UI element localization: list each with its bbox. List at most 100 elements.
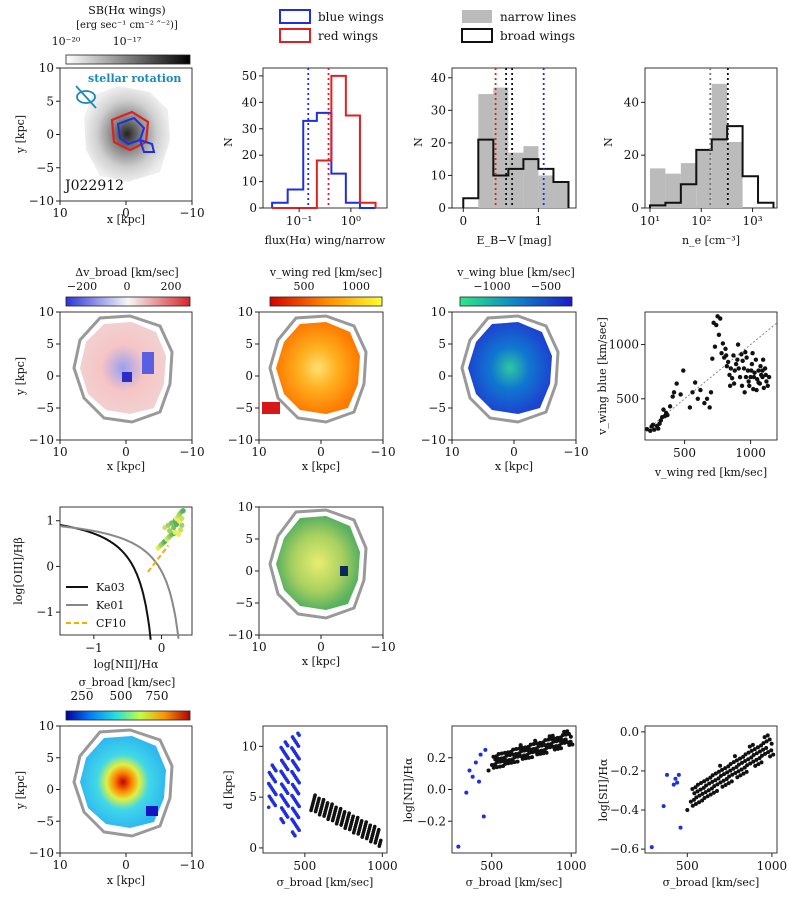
map-dv-contour: [72, 314, 174, 424]
sc-sii-black-48: [725, 770, 730, 775]
map-dv-ytick-4: −10: [29, 433, 54, 447]
colorbar-sigma: σ_broad [km/sec] 250 500 750: [65, 676, 191, 721]
sc-nii-black-35: [513, 751, 518, 756]
sc-sii-black-74: [741, 754, 746, 759]
colorbar-dv-title: Δv_broad [km/sec]: [75, 266, 178, 279]
scatter-v-point-15: [670, 394, 675, 399]
sc-nii-ytick-2: 0.2: [427, 751, 446, 765]
scatter-v-point-25: [702, 400, 707, 406]
scatter-v-point-79: [760, 357, 766, 362]
sc-nii-black-85: [549, 741, 554, 746]
sc-sii-black-66: [734, 765, 739, 770]
scatter-v-point-43: [728, 366, 733, 371]
map-dv-ytick-0: 10: [39, 305, 54, 319]
scatter-v-point-49: [736, 366, 741, 371]
scatter-v-point-1: [648, 428, 653, 433]
bpt-xtick-1: 0: [158, 641, 166, 655]
map-sb-ytick-0: 10: [39, 61, 54, 75]
map-dv-ytick-3: −5: [36, 401, 54, 415]
sc-sii-black-45: [723, 782, 728, 787]
sc-sii-black-26: [708, 792, 713, 797]
sc-sii-blue-3: [671, 782, 676, 787]
sc-sigma-d-black-67: [342, 810, 347, 814]
sc-sigma-d-blue-45: [279, 782, 284, 786]
sc-sii-black-73: [743, 759, 748, 764]
sc-sii-xtick-1: 1000: [757, 859, 788, 873]
sc-sii-black-95: [759, 760, 764, 765]
sc-sigma-d-blue-52: [279, 769, 283, 774]
sc-nii-black-22: [502, 755, 507, 760]
sc-sii-black-46: [721, 778, 726, 783]
hist-ne-marks-narrow-bar-4: [711, 83, 728, 208]
hist-ne-marks-broad-step: [648, 125, 775, 208]
scatter-v-point-47: [733, 361, 739, 367]
colorbar-vblue-bar: [459, 296, 573, 307]
sc-nii-blue-4: [473, 760, 478, 765]
sc-sii-black-0: [685, 808, 690, 813]
sc-sii-black-89: [756, 762, 761, 767]
sc-sii-black-83: [753, 763, 758, 768]
sc-sii-black-37: [716, 769, 721, 774]
scatter-v-point-75: [743, 374, 749, 380]
bpt-ytick-1: 0: [46, 559, 54, 573]
sc-sii-black-82: [747, 744, 752, 749]
scatter-v-point-17: [674, 381, 679, 386]
sc-sii-black-18: [702, 779, 707, 784]
colorbar-vblue: v_wing blue [km/sec] −1000 −500: [456, 266, 575, 307]
sc-nii-black-60: [531, 746, 536, 751]
scatter-v-point-73: [735, 342, 741, 347]
map-sigma-field: [80, 736, 166, 828]
sc-sii-black-96: [757, 756, 762, 761]
sc-sii-marks: −0.6 −0.4 −0.2 0.0 500 1000: [610, 725, 787, 873]
sc-sii-black-104: [764, 745, 769, 750]
sc-sigma-d-blue-39: [279, 793, 283, 797]
sc-sii-black-32: [711, 790, 716, 795]
sc-nii-black-11: [494, 754, 499, 759]
map-dv-xlabel: x [kpc]: [107, 460, 145, 473]
sc-sii-black-93: [755, 745, 760, 750]
colorbar-vblue-tick-2: −500: [531, 280, 561, 293]
colorbar-vred-tick-2: 1000: [342, 280, 370, 293]
sc-sigma-d-black-42: [330, 802, 334, 806]
scatter-v-point-23: [695, 396, 700, 401]
map-sigma-ytick-0: 10: [39, 719, 54, 733]
scatter-v-point-78: [758, 364, 763, 369]
sc-sii-black-51: [726, 781, 731, 786]
sc-sii-black-78: [748, 761, 753, 766]
map-vred-xtick-2: −10: [370, 445, 395, 459]
scatter-v-point-37: [720, 341, 726, 346]
scatter-v-marks: 500 1000 500 1000: [608, 314, 778, 460]
sc-nii-blue-0: [456, 844, 461, 849]
sc-sii-black-55: [726, 764, 731, 769]
scatter-v-point-39: [723, 346, 728, 352]
legend-left: blue wings red wings: [279, 9, 384, 43]
scatter-v-point-35: [718, 316, 723, 321]
hist-ne-marks-narrow-bar-3: [696, 149, 712, 208]
hist-ne-xlabel: n_e [cm⁻³]: [682, 234, 740, 247]
sc-nii-blue-1: [464, 790, 469, 795]
map-sb-ylabel: y [kpc]: [14, 115, 27, 154]
sc-sii-black-92: [757, 749, 762, 754]
sc-nii-ytick-1: 0.0: [427, 783, 446, 797]
scatter-v-point-57: [747, 383, 752, 388]
sc-sii-black-105: [769, 741, 774, 746]
hist-ebv-marks: 0 10 20 30 40 0 1: [431, 68, 570, 228]
sc-sii-black-7: [693, 802, 698, 807]
hist-flux-marks-ytick-4: 40: [242, 95, 257, 109]
scatter-v-point-82: [731, 381, 737, 386]
map-vblue-xtick-2: −10: [563, 445, 588, 459]
sc-sii-black-21: [703, 790, 708, 795]
sc-nii-black-27: [507, 757, 512, 762]
sc-nii-black-13: [497, 764, 502, 769]
sc-sii-black-9: [697, 793, 702, 798]
map-sb-galaxy-id: J022912: [63, 178, 124, 194]
sc-sigma-d-black-25: [321, 797, 326, 802]
sc-sii-black-84: [751, 759, 756, 764]
scatter-v-frame: [644, 311, 778, 441]
hist-ne-marks-ytick-0: 0: [631, 201, 639, 215]
sc-nii-blue-2: [467, 768, 472, 773]
sc-nii-black-31: [514, 747, 519, 752]
sc-nii-marks: −0.2 0.0 0.2 500 1000: [417, 729, 587, 873]
map-bpt-xtick-0: 10: [251, 640, 266, 654]
